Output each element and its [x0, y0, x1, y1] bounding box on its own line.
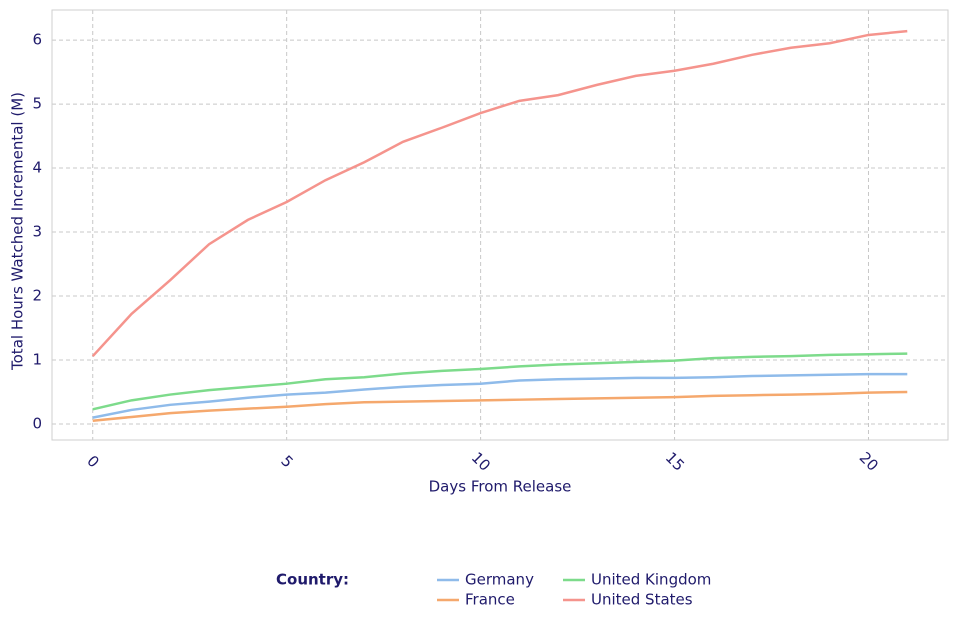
x-tick-label: 15: [662, 449, 688, 475]
series-line: [92, 352, 908, 411]
plot-frame: [51, 9, 949, 441]
y-tick-label: 3: [32, 223, 42, 241]
y-tick-label: 6: [32, 31, 42, 49]
y-axis-label: Total Hours Watched Incremental (M): [9, 92, 27, 371]
series-line: [92, 390, 908, 423]
legend-label: France: [465, 591, 515, 609]
legend-label: Germany: [465, 571, 534, 589]
series-line: [92, 372, 908, 419]
legend-title: Country:: [276, 571, 349, 589]
x-tick-label: 10: [468, 449, 494, 475]
legend-label: United States: [591, 591, 693, 609]
y-tick-label: 1: [32, 351, 42, 369]
y-tick-label: 2: [32, 287, 42, 305]
x-axis-label: Days From Release: [429, 478, 572, 496]
x-tick-label: 5: [277, 452, 296, 471]
y-tick-label: 0: [32, 415, 42, 433]
y-tick-label: 4: [32, 159, 42, 177]
x-tick-label: 0: [83, 452, 102, 471]
series-line: [91, 29, 908, 358]
y-tick-label: 5: [32, 95, 42, 113]
legend-label: United Kingdom: [591, 571, 711, 589]
x-tick-label: 20: [856, 449, 882, 475]
